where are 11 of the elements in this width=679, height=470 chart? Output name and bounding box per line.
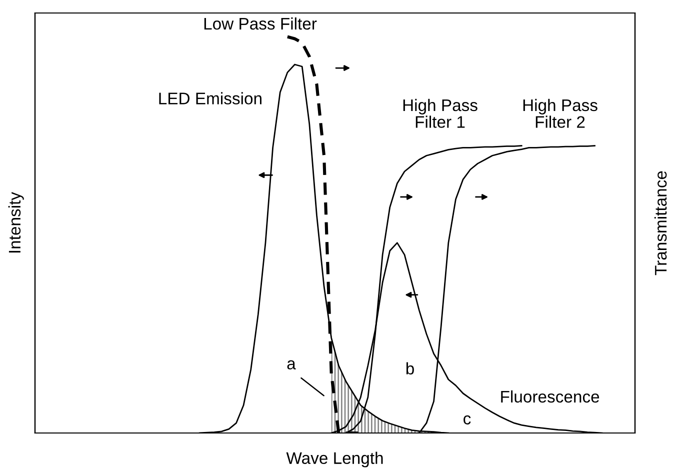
text: Low Pass Filter [204, 17, 317, 30]
annotation: c [464, 415, 471, 424]
annotation: High Pass Filter 1 [403, 98, 478, 128]
y-axis-title: Intensity [8, 192, 24, 252]
x-axis-title: Wave Length [286, 452, 383, 468]
annotation: High Pass Filter 2 [523, 98, 598, 128]
annotation: LED Emission [159, 92, 262, 104]
annotation: b [406, 362, 414, 374]
annotation: a [287, 360, 296, 370]
y2-axis-title: Transmittance [654, 171, 667, 276]
annotation: Fluorescence [501, 390, 600, 403]
